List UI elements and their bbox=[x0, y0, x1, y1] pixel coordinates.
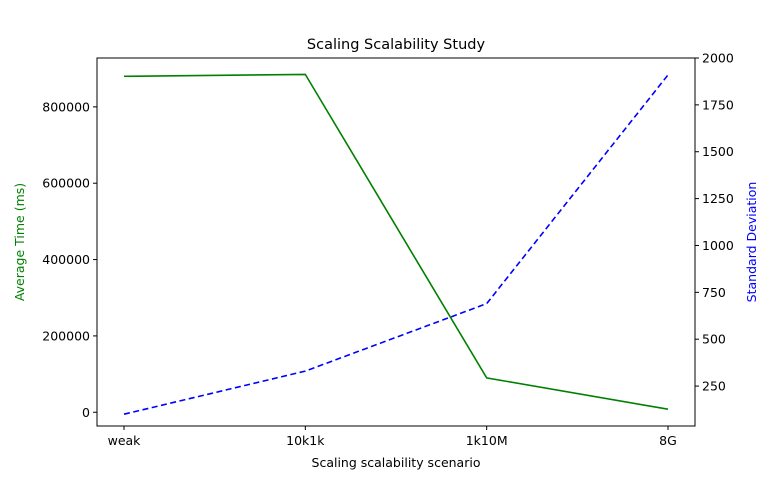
right-y-tick-label: 1750 bbox=[702, 97, 734, 112]
x-tick-label: 10k1k bbox=[286, 433, 325, 448]
chart-title: Scaling Scalability Study bbox=[307, 37, 486, 53]
left-y-axis: 0 200000 400000 600000 800000 bbox=[42, 99, 97, 420]
right-y-axis-label: Standard Deviation bbox=[744, 182, 759, 303]
series-line-standard-deviation bbox=[123, 74, 669, 415]
plot-area bbox=[123, 73, 669, 415]
right-y-tick-label: 1250 bbox=[702, 191, 734, 206]
x-tick-label: 8G bbox=[659, 433, 677, 448]
x-axis: weak 10k1k 1k10M 8G bbox=[108, 426, 677, 448]
right-y-tick-label: 750 bbox=[702, 285, 726, 300]
right-y-tick-label: 1500 bbox=[702, 144, 734, 159]
series-line-average-time bbox=[123, 73, 669, 410]
left-y-tick-label: 0 bbox=[82, 405, 90, 420]
left-y-tick-label: 600000 bbox=[42, 176, 90, 191]
right-y-tick-label: 2000 bbox=[702, 51, 734, 66]
left-y-tick-label: 800000 bbox=[42, 99, 90, 114]
x-tick-label: 1k10M bbox=[466, 433, 508, 448]
x-axis-label: Scaling scalability scenario bbox=[312, 455, 481, 470]
right-y-tick-label: 500 bbox=[702, 332, 726, 347]
x-tick-label: weak bbox=[108, 433, 142, 448]
left-y-axis-label: Average Time (ms) bbox=[12, 183, 27, 301]
right-y-tick-label: 1000 bbox=[702, 238, 734, 253]
right-y-axis: 250 500 750 1000 1250 1500 1750 2000 bbox=[695, 51, 734, 394]
left-y-tick-label: 400000 bbox=[42, 252, 90, 267]
right-y-tick-label: 250 bbox=[702, 379, 726, 394]
left-y-tick-label: 200000 bbox=[42, 328, 90, 343]
plot-frame bbox=[96, 57, 696, 427]
